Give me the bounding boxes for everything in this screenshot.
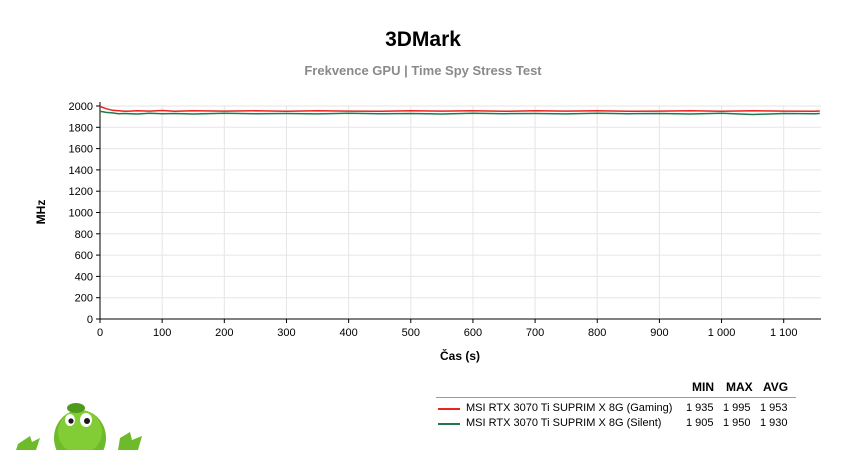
x-tick-label: 400	[339, 327, 357, 339]
legend-header-max: MAX	[726, 380, 753, 394]
legend-min-value: 1 935	[686, 402, 714, 414]
mascot-logo	[16, 403, 142, 450]
y-tick-label: 0	[87, 314, 93, 326]
legend-swatch-silent	[438, 423, 460, 425]
chart-title: 3DMark	[385, 28, 461, 51]
x-tick-label: 500	[402, 327, 420, 339]
y-tick-label: 1800	[69, 122, 93, 134]
legend-min-value: 1 905	[686, 417, 714, 429]
x-axis-label: Čas (s)	[440, 348, 480, 363]
x-tick-label: 1 100	[770, 327, 798, 339]
legend-header-min: MIN	[692, 380, 714, 394]
legend-row-silent: MSI RTX 3070 Ti SUPRIM X 8G (Silent) 1 9…	[436, 417, 796, 431]
grid	[99, 105, 821, 320]
x-tick-label: 900	[650, 327, 668, 339]
legend-avg-value: 1 930	[760, 417, 788, 429]
chart-subtitle: Frekvence GPU | Time Spy Stress Test	[304, 63, 542, 78]
series-group	[99, 105, 820, 116]
legend-divider	[436, 397, 796, 398]
x-tick-label: 200	[215, 327, 233, 339]
x-tick-label: 600	[464, 327, 482, 339]
y-tick-label: 2000	[69, 101, 93, 113]
legend-max-value: 1 950	[723, 417, 751, 429]
y-tick-label: 200	[75, 293, 93, 305]
legend-series-name: MSI RTX 3070 Ti SUPRIM X 8G (Gaming)	[466, 402, 673, 414]
x-tick-label: 0	[97, 327, 103, 339]
y-axis-label: MHz	[34, 200, 48, 225]
legend-avg-value: 1 953	[760, 402, 788, 414]
y-tick-label: 1600	[69, 144, 93, 156]
axes	[96, 102, 821, 323]
y-tick-label: 1400	[69, 165, 93, 177]
x-tick-label: 1 000	[708, 327, 736, 339]
y-tick-label: 800	[75, 229, 93, 241]
y-tick-label: 600	[75, 250, 93, 262]
tick-labels: 0 200 400 600 800 1000 1200 1400 1600 1800 2000 0 10…	[69, 101, 798, 339]
legend-header-avg: AVG	[763, 380, 789, 394]
legend-series-name: MSI RTX 3070 Ti SUPRIM X 8G (Silent)	[466, 417, 662, 429]
y-tick-label: 1200	[69, 186, 93, 198]
x-tick-label: 700	[526, 327, 544, 339]
series-line-gaming	[99, 105, 820, 113]
x-tick-label: 800	[588, 327, 606, 339]
y-tick-label: 1000	[69, 208, 93, 220]
chart-canvas: 0 200 400 600 800 1000 1200 1400 1600 1800 2000 0 10…	[34, 101, 821, 363]
y-tick-label: 400	[75, 271, 93, 283]
x-tick-label: 100	[153, 327, 171, 339]
series-line-silent	[99, 110, 820, 116]
x-tick-label: 300	[277, 327, 295, 339]
legend-row-gaming: MSI RTX 3070 Ti SUPRIM X 8G (Gaming) 1 9…	[436, 402, 796, 416]
legend-swatch-gaming	[438, 408, 460, 410]
legend-max-value: 1 995	[723, 402, 751, 414]
